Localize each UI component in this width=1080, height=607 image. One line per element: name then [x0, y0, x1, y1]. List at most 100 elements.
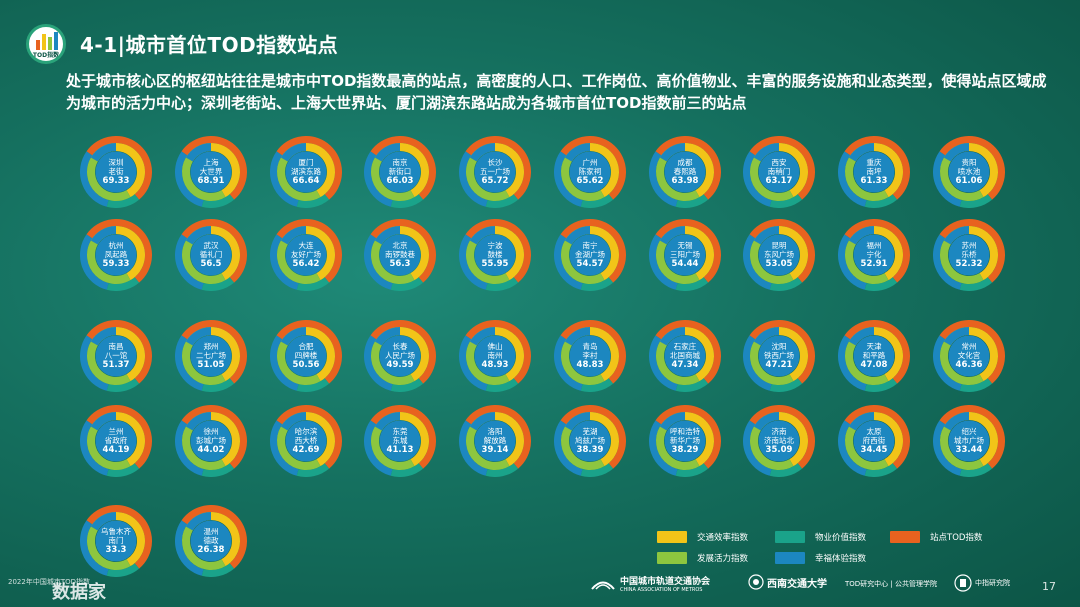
- station-donut: 贵阳 喷水池 61.06: [933, 136, 1005, 208]
- donut-label: 石家庄 北国商城 47.34: [661, 332, 709, 380]
- tod-score: 47.34: [672, 360, 699, 371]
- station-donut: 乌鲁木齐 南门 33.3: [80, 505, 152, 577]
- city-name: 大连: [299, 241, 314, 250]
- donut-label: 大连 友好广场 56.42: [282, 231, 330, 279]
- tod-score: 61.06: [956, 176, 983, 187]
- station-donut: 石家庄 北国商城 47.34: [649, 320, 721, 392]
- donut-label: 南宁 金湖广场 54.57: [566, 231, 614, 279]
- org1-name-en: CHINA ASSOCIATION OF METROS: [620, 587, 710, 593]
- tod-score: 48.83: [577, 360, 604, 371]
- station-name: 省政府: [105, 436, 128, 445]
- station-donut: 常州 文化宫 46.36: [933, 320, 1005, 392]
- tod-score: 38.39: [577, 445, 604, 456]
- city-name: 南宁: [583, 241, 598, 250]
- station-donut: 郑州 二七广场 51.05: [175, 320, 247, 392]
- donut-label: 徐州 彭城广场 44.02: [187, 417, 235, 465]
- legend-swatch: [657, 531, 687, 543]
- tod-score: 54.44: [672, 259, 699, 270]
- station-name: 五一广场: [480, 167, 510, 176]
- donut-label: 洛阳 解放路 39.14: [471, 417, 519, 465]
- page-title: 4-1|城市首位TOD指数站点: [80, 29, 338, 58]
- tod-score: 61.33: [861, 176, 888, 187]
- donut-label: 郑州 二七广场 51.05: [187, 332, 235, 380]
- donut-label: 太原 府西街 34.45: [850, 417, 898, 465]
- legend-swatch: [775, 552, 805, 564]
- legend-swatch: [775, 531, 805, 543]
- legend-item: 交通效率指数: [657, 531, 748, 543]
- city-name: 宁波: [488, 241, 503, 250]
- station-donut: 西安 南稍门 63.17: [743, 136, 815, 208]
- city-name: 福州: [867, 241, 882, 250]
- tod-score: 56.42: [293, 259, 320, 270]
- legend-item: 幸福体验指数: [775, 552, 866, 564]
- city-name: 南京: [393, 158, 408, 167]
- logo-bar: [36, 40, 40, 50]
- station-name: 八一馆: [105, 351, 128, 360]
- station-donut: 洛阳 解放路 39.14: [459, 405, 531, 477]
- station-name: 南锣鼓巷: [385, 250, 415, 259]
- legend-label: 幸福体验指数: [815, 552, 866, 564]
- station-name: 大世界: [200, 167, 223, 176]
- tod-score: 35.09: [766, 445, 793, 456]
- tod-score: 46.36: [956, 360, 983, 371]
- city-name: 北京: [393, 241, 408, 250]
- donut-label: 南京 新街口 66.03: [376, 148, 424, 196]
- donut-label: 青岛 李村 48.83: [566, 332, 614, 380]
- logo-bar: [48, 37, 52, 50]
- station-donut: 武汉 循礼门 56.5: [175, 219, 247, 291]
- station-name: 乐桥: [962, 250, 977, 259]
- station-name: 李村: [583, 351, 598, 360]
- city-name: 绍兴: [962, 427, 977, 436]
- tod-score: 65.62: [577, 176, 604, 187]
- tod-score: 63.17: [766, 176, 793, 187]
- tod-score: 66.03: [387, 176, 414, 187]
- city-name: 长沙: [488, 158, 503, 167]
- logo-bar: [54, 32, 58, 50]
- tod-score: 65.72: [482, 176, 509, 187]
- city-name: 重庆: [867, 158, 882, 167]
- metro-logo-icon: [590, 576, 616, 592]
- donut-label: 哈尔滨 西大桥 42.69: [282, 417, 330, 465]
- tod-score: 50.56: [293, 360, 320, 371]
- station-donut: 南昌 八一馆 51.37: [80, 320, 152, 392]
- station-name: 南稍门: [768, 167, 791, 176]
- station-name: 和平路: [863, 351, 886, 360]
- city-name: 无锡: [678, 241, 693, 250]
- tod-score: 44.02: [198, 445, 225, 456]
- station-donut: 长春 人民广场 49.59: [364, 320, 436, 392]
- station-donut: 重庆 南坪 61.33: [838, 136, 910, 208]
- tod-score: 33.44: [956, 445, 983, 456]
- legend-label: 站点TOD指数: [930, 531, 982, 543]
- donut-label: 宁波 鼓楼 55.95: [471, 231, 519, 279]
- donut-label: 武汉 循礼门 56.5: [187, 231, 235, 279]
- tod-score: 68.91: [198, 176, 225, 187]
- donut-label: 济南 济南站北 35.09: [755, 417, 803, 465]
- station-donut: 哈尔滨 西大桥 42.69: [270, 405, 342, 477]
- donut-label: 苏州 乐桥 52.32: [945, 231, 993, 279]
- donut-label: 天津 和平路 47.08: [850, 332, 898, 380]
- donut-label: 常州 文化宫 46.36: [945, 332, 993, 380]
- tod-score: 69.33: [103, 176, 130, 187]
- intro-paragraph: 处于城市核心区的枢纽站往往是城市中TOD指数最高的站点，高密度的人口、工作岗位、…: [66, 70, 1056, 114]
- donut-label: 重庆 南坪 61.33: [850, 148, 898, 196]
- city-name: 芜湖: [583, 427, 598, 436]
- station-donut: 沈阳 铁西广场 47.21: [743, 320, 815, 392]
- page-number: 17: [1042, 580, 1056, 593]
- station-donut: 大连 友好广场 56.42: [270, 219, 342, 291]
- tod-score: 47.08: [861, 360, 888, 371]
- city-name: 乌鲁木齐: [101, 527, 131, 536]
- donut-label: 佛山 南州 48.93: [471, 332, 519, 380]
- station-donut: 长沙 五一广场 65.72: [459, 136, 531, 208]
- station-donut: 成都 春熙路 63.98: [649, 136, 721, 208]
- legend-label: 物业价值指数: [815, 531, 866, 543]
- city-name: 呼和浩特: [670, 427, 700, 436]
- station-donut: 青岛 李村 48.83: [554, 320, 626, 392]
- tod-score: 33.3: [106, 545, 127, 556]
- legend-item: 发展活力指数: [657, 552, 748, 564]
- city-name: 常州: [962, 342, 977, 351]
- station-donut: 福州 宁化 52.91: [838, 219, 910, 291]
- city-name: 温州: [204, 527, 219, 536]
- station-name: 城市广场: [954, 436, 984, 445]
- station-name: 北国商城: [670, 351, 700, 360]
- donut-label: 沈阳 铁西广场 47.21: [755, 332, 803, 380]
